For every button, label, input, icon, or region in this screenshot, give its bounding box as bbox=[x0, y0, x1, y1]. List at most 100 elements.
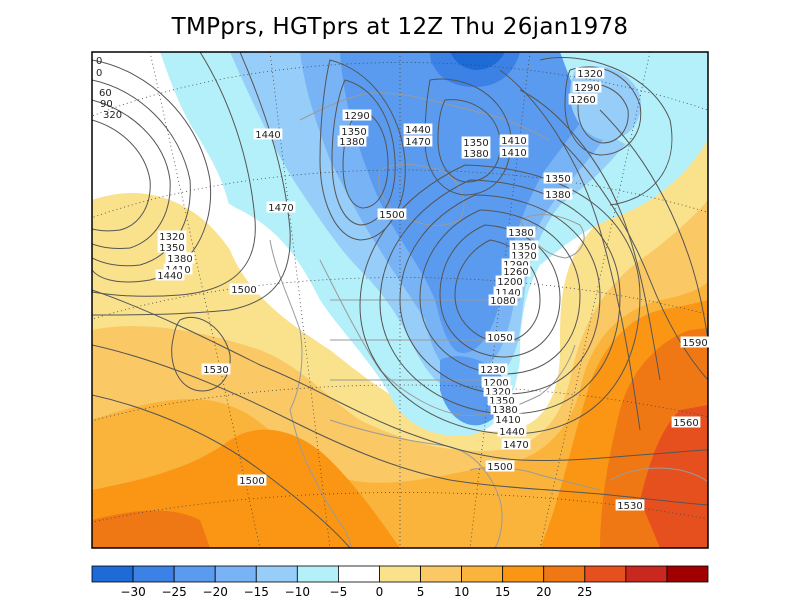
contour-label: 1200 bbox=[497, 277, 522, 288]
edge-contour-label: 320 bbox=[103, 110, 122, 121]
contour-label: 1500 bbox=[231, 285, 256, 296]
contour-label: 1320 bbox=[577, 69, 602, 80]
contour-label: 1350 bbox=[159, 243, 184, 254]
contour-label: 1500 bbox=[239, 476, 264, 487]
contour-label-box bbox=[485, 331, 515, 343]
contour-label: 1260 bbox=[503, 267, 528, 278]
contour-label-box bbox=[461, 147, 491, 159]
contour-label-box bbox=[403, 123, 433, 135]
contour-label-box bbox=[157, 230, 187, 242]
contour-label: 1380 bbox=[492, 405, 517, 416]
contour-label: 1350 bbox=[489, 396, 514, 407]
contour-label: 1140 bbox=[495, 288, 520, 299]
contour-label-box bbox=[506, 226, 536, 238]
contour-label: 1320 bbox=[485, 387, 510, 398]
contour-label-box bbox=[490, 403, 520, 415]
contour-label-box bbox=[501, 438, 531, 450]
colorbar-tick-label: 5 bbox=[417, 585, 425, 599]
edge-contour-label: 90 bbox=[100, 99, 113, 110]
map-frame bbox=[91, 51, 709, 549]
contour-label: 1500 bbox=[379, 210, 404, 221]
contour-label-box bbox=[497, 425, 527, 437]
contour-label-box bbox=[157, 241, 187, 253]
colorbar-swatch bbox=[543, 565, 586, 583]
contour-label: 1530 bbox=[617, 501, 642, 512]
contour-label-box bbox=[487, 394, 517, 406]
colorbar-tick-label: 0 bbox=[376, 585, 384, 599]
contour-label: 1350 bbox=[341, 127, 366, 138]
contour-label: 1440 bbox=[157, 271, 182, 282]
colorbar-tick-label: −10 bbox=[285, 585, 310, 599]
contour-label: 1380 bbox=[545, 190, 570, 201]
contour-label: 1380 bbox=[463, 149, 488, 160]
colorbar-swatch bbox=[255, 565, 298, 583]
contour-label-box bbox=[575, 67, 605, 79]
contour-label-box bbox=[483, 385, 513, 397]
contour-label: 1350 bbox=[463, 138, 488, 149]
colorbar-swatch bbox=[132, 565, 175, 583]
contour-label: 1380 bbox=[339, 137, 364, 148]
colorbar-swatch bbox=[502, 565, 545, 583]
contour-label: 1530 bbox=[203, 365, 228, 376]
contour-label-box bbox=[403, 135, 433, 147]
contour-label: 1230 bbox=[480, 365, 505, 376]
temperature-colorbar: −30 −25 −20 −15 −10 −5 0 5 10 15 20 25 bbox=[91, 565, 709, 599]
contour-label: 1350 bbox=[511, 242, 536, 253]
contour-label: 1050 bbox=[487, 333, 512, 344]
contour-label-box bbox=[493, 413, 523, 425]
contour-label-box bbox=[501, 258, 531, 270]
contour-label: 1320 bbox=[511, 251, 536, 262]
contour-label: 1380 bbox=[508, 228, 533, 239]
contour-label-box bbox=[377, 208, 407, 220]
contour-label-box bbox=[509, 249, 539, 261]
colorbar-swatch bbox=[91, 565, 134, 583]
contour-label: 1440 bbox=[499, 427, 524, 438]
edge-contour-label: 60 bbox=[99, 88, 112, 99]
colorbar-tick-label: −15 bbox=[244, 585, 269, 599]
contour-label-box bbox=[680, 336, 710, 348]
colorbar-tick-label: −5 bbox=[330, 585, 348, 599]
contour-label-box bbox=[165, 252, 195, 264]
contour-label-box bbox=[229, 283, 259, 295]
contour-label-box bbox=[163, 263, 193, 275]
contour-label-box bbox=[253, 128, 283, 140]
contour-label: 1440 bbox=[405, 125, 430, 136]
colorbar-tick-label: −20 bbox=[203, 585, 228, 599]
contour-label: 1290 bbox=[344, 111, 369, 122]
contour-label: 1320 bbox=[159, 232, 184, 243]
contour-label-box bbox=[501, 265, 531, 277]
contour-label: 1470 bbox=[405, 137, 430, 148]
colorbar-swatch bbox=[420, 565, 462, 583]
contour-label-box bbox=[493, 286, 523, 298]
map-title: TMPprs, HGTprs at 12Z Thu 26jan1978 bbox=[171, 14, 629, 40]
colorbar-tick-label: −25 bbox=[161, 585, 186, 599]
contour-label: 1380 bbox=[167, 254, 192, 265]
colorbar-tick-label: 20 bbox=[536, 585, 551, 599]
contour-label-box bbox=[572, 81, 602, 93]
contour-label-box bbox=[237, 474, 267, 486]
edge-contour-label: 0 bbox=[96, 68, 102, 79]
contour-label-box bbox=[499, 146, 529, 158]
contour-label-box bbox=[499, 134, 529, 146]
contour-label-box bbox=[201, 363, 231, 375]
contour-label: 1470 bbox=[268, 203, 293, 214]
contour-label-box bbox=[543, 172, 573, 184]
contour-label: 1350 bbox=[545, 174, 570, 185]
contour-label-box bbox=[337, 135, 367, 147]
contour-label: 1590 bbox=[682, 338, 707, 349]
contour-label: 1560 bbox=[673, 418, 698, 429]
contour-label: 1410 bbox=[501, 148, 526, 159]
colorbar-swatch bbox=[625, 565, 668, 583]
contour-label-box bbox=[478, 363, 508, 375]
colorbar-tick-label: 25 bbox=[577, 585, 592, 599]
contour-label-box bbox=[266, 201, 296, 213]
contour-label-box bbox=[461, 136, 491, 148]
colorbar-swatch bbox=[379, 565, 421, 583]
contour-label-box bbox=[568, 93, 598, 105]
colorbar-tick-label: −30 bbox=[120, 585, 145, 599]
edge-contour-label: 0 bbox=[96, 56, 102, 67]
contour-label-box bbox=[155, 269, 185, 281]
contour-label-box bbox=[481, 376, 511, 388]
colorbar-tick-label: 15 bbox=[495, 585, 510, 599]
